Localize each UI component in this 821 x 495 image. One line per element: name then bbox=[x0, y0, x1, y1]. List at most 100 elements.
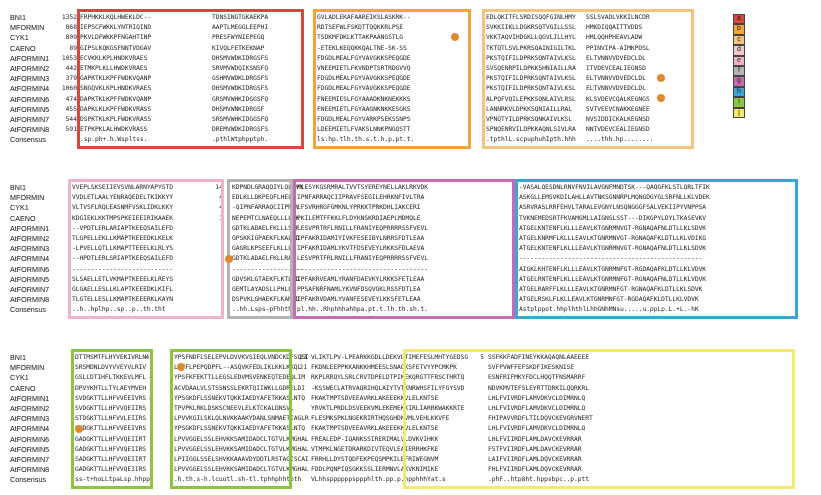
sequence-line: YPSFKFEKTTLLEGSLEDVMSVENKEQTEDEQLIM bbox=[174, 374, 305, 382]
marker-dot bbox=[177, 363, 185, 371]
sequence-line: FNEEMIESLFGYAAADKNKNEKKKS bbox=[317, 95, 411, 103]
sequence-name: CAENO bbox=[10, 213, 36, 223]
sequence-line: DREMVWDKIDRGSFS bbox=[212, 126, 269, 134]
sequence-line: IEPSCFWKKLYNTRIQIND bbox=[80, 24, 152, 32]
sequence-line: EDLQKITFLSRDISQQFGINLHMY bbox=[486, 14, 576, 21]
block2-seg2: KDPNDLGRAQQIYLQLMVN EDLKLLDKPEQFLHELA -QIP… bbox=[232, 183, 303, 316]
sequence-line: GADGKTTLLHFVVQEIIRS bbox=[75, 445, 147, 453]
gap-number: 8 bbox=[149, 394, 153, 402]
sequence-line: pl.hh..Rhphhhahhpa.pt.t.lh.th.sh.t. bbox=[297, 306, 428, 314]
sequence-line: .sp.ph+.h.Wspltss. bbox=[80, 136, 148, 144]
sequence-name: AtFORMIN1 bbox=[10, 393, 50, 403]
sequence-line: LHLFVIVRDFLAMVDKVCLDIMRNLQ bbox=[488, 394, 586, 402]
sequence-line: GSLLDTIHFLTKKEVLMFL bbox=[75, 374, 147, 382]
sequence-line: --VPDTLERLARIAPTKEEQSAILEFD bbox=[72, 224, 174, 232]
gap-number: 4 bbox=[219, 204, 223, 212]
block2-seg3: MLESYKGSRMRALTVVTSYEREYNELLAKLRKVDK IPNFA… bbox=[297, 183, 428, 316]
start-number: 544 bbox=[65, 116, 77, 124]
sequence-name: AtFORMIN1 bbox=[10, 223, 50, 233]
sequence-line: DAPKLKLKPFFWDKVRASS bbox=[80, 105, 152, 113]
block3-seg2: YPSFNDFLSELEPVLDVVKVSIEQLVNDCKDFSQSI LPVF… bbox=[174, 353, 309, 486]
sequence-line: DPVYKHTLLTYLAEYMVEH bbox=[75, 384, 147, 392]
block3-seg1: DTTMSMTFLHYVEKIVRLN SRSMDNLDVYVVEYVLRIV GS… bbox=[75, 353, 150, 486]
sequence-line: ATGELRSKLFLKLLEAVLKTGNRMNFGT-RGDAQAFKLDT… bbox=[519, 296, 699, 304]
sequence-line: MLESYKGSRMRALTVVTSYEREYNELLAKLRKVDK bbox=[297, 184, 428, 191]
marker-dot bbox=[657, 74, 665, 82]
legend-swatch-e: e bbox=[733, 55, 745, 66]
sequence-line: TLGPELLEKLLKMAPTKEEEDKLKELK bbox=[72, 235, 174, 243]
sequence-line: .phF..htp8ht.hppsbpc..p.ptt bbox=[488, 476, 590, 484]
sequence-name: CYK1 bbox=[10, 33, 29, 43]
sequence-line: ls.hp.tlh.th.s.t.h.p.pt.t. bbox=[317, 136, 415, 144]
sequence-line: ....thh.hp........ bbox=[586, 136, 654, 144]
sequence-line: LFSVRHRGFGMKNLYPRKKTPRKDHLIAKCERI bbox=[297, 204, 421, 212]
gap-number: 5 bbox=[480, 354, 484, 361]
start-number: 89 bbox=[69, 44, 77, 52]
sequence-line: SRSMDNLDVYVVEYVLRIV bbox=[75, 364, 147, 372]
block1-seg3: GVLADLEKAFAAREIKSLASKRK-- RDTSEFWLFSKDTTQ… bbox=[317, 13, 414, 146]
sequence-line: DSPVKLGHAEKFLKAMLD bbox=[232, 296, 300, 304]
sequence-name: AtFORMIN8 bbox=[10, 125, 50, 135]
sequence-line: NDVKMVTEFSLEYRTTDRKILQQRKRL bbox=[488, 384, 590, 392]
block3-seg3-numbers: 23 21 bbox=[297, 353, 307, 373]
gap-number: 4 bbox=[219, 194, 223, 202]
sequence-line: STDGKTTLLHFVVLEIIRS bbox=[75, 415, 147, 423]
sequence-line: VPNQTYILDPRKSQNKAIVLKSL bbox=[486, 116, 573, 124]
sequence-line: IPFAKRIDAMLYKVTFDSEVEYLRKKSFDLAEVA bbox=[297, 245, 425, 253]
sequence-line: FDDLPQNPIQSGKKSSLIERMNVLAKVKNIMIKE bbox=[311, 466, 439, 474]
sequence-name: MFORMIN bbox=[10, 23, 45, 33]
sequence-line: -KSSWECLATRVAQRIHQLAIYTVTKNRWHSFILYFGYSV… bbox=[311, 384, 465, 392]
sequence-names-block2: BNI1 MFORMIN CYK1 CAENO AtFORMIN1 AtFORMIN2 At… bbox=[10, 183, 49, 316]
sequence-line: LPIIGGLSSELSHVKKAAAVDYDDTLRSTAGISCAI bbox=[174, 456, 309, 464]
sequence-line: FHLFVIIRDFLAMLDQVCKEVRRAR bbox=[488, 466, 582, 474]
sequence-line: GRSMVWHKIDGGSFQ bbox=[212, 95, 269, 103]
gap-number: 2 bbox=[149, 364, 153, 372]
sequence-line: VNEEMIETLFKVNDPTSRTRDGVVQ bbox=[317, 65, 411, 73]
legend-swatch-c: c bbox=[733, 34, 745, 46]
block2-seg1-numbers: 14 4 4 1 bbox=[213, 183, 223, 224]
marker-dot bbox=[75, 425, 83, 433]
block3-seg4: SSFKKFADFINEYKKAQAQNLAAEEEE SVFPVWFFEFSKD… bbox=[488, 353, 593, 486]
sequence-line: LDEEMIETLFVAKSLNNKPNGQSTT bbox=[317, 126, 411, 134]
sequence-name: AtFORMIN4 bbox=[10, 84, 50, 94]
sequence-line: SVDGKTTLLHFVVQEIIRS bbox=[75, 405, 147, 413]
sequence-line: GAGRLKPSEEFLKLLLE bbox=[232, 245, 296, 253]
legend-swatch-f: f bbox=[733, 65, 745, 77]
gap-number: 1 bbox=[219, 214, 223, 222]
sequence-line: ATGELRARFFLKLLLEAVLKTGNRMNFGT-RGNAQAFKLD… bbox=[519, 286, 703, 294]
sequence-line: TDNSINGTGKAEKPA bbox=[212, 14, 269, 21]
sequence-line: ETMKPLKLLHWDKVRAES bbox=[80, 65, 148, 73]
sequence-line: VVEPLSKSEIIEVSVNLARNYAPYSTD bbox=[72, 184, 174, 191]
sequence-line: ATGELKNTENFLKLLLEAVLKTGNRMNVGT-RGNAQAFNL… bbox=[519, 245, 707, 253]
sequence-name: MFORMIN bbox=[10, 193, 45, 203]
sequence-line: IPFAKRVDAMLYVANFESEVEYLKKSFETLEAA bbox=[297, 296, 421, 304]
sequence-line: DSPKTKLKPLFWDKVRASS bbox=[80, 116, 152, 124]
sequence-line: DHSMVWDKIDRGSFS bbox=[212, 85, 269, 93]
start-number: 379 bbox=[65, 75, 77, 83]
gap-number: 23 bbox=[299, 354, 307, 361]
block3-seg3: VLIKTLPV-LPEARKKGDLLDEKVLTIMEFESLMHTYGED… bbox=[311, 353, 468, 486]
gap-number: 21 bbox=[299, 364, 307, 372]
sequence-line: ASRVRASLRRFEHVLTARALEVGNYLNSQNGGGFSALVEK… bbox=[519, 204, 707, 212]
sequence-line: VKKTAQVIHDGKLLQGVLILLHYL bbox=[486, 34, 576, 42]
block2-seg4: -VASALQESDNLRNVFNVILAVGNFMNDTSK---QAQGFK… bbox=[519, 183, 710, 316]
sequence-line: LPVVKGILSKLQLNVKKAAKYDANLSNMAETIAGLR bbox=[174, 415, 309, 423]
sequence-line: FNEEMIETLFGYAAGNKNKKESGKS bbox=[317, 105, 411, 113]
sequence-line: VTMPKLNGETDRARKDIVTEQVLEAIERRHKFKE bbox=[311, 445, 439, 453]
sequence-name: CYK1 bbox=[10, 373, 29, 383]
sequence-line: ELTVNNVVDVEDCLDL bbox=[586, 75, 646, 83]
sequence-line: ESNFRIFMKYFDCLHQQTFNSMARRF bbox=[488, 374, 586, 382]
sequence-line: TVKNEMEDSRTFKVAMGMLLAIGNSLSST---DIKGPYLD… bbox=[519, 214, 707, 222]
start-number: 591 bbox=[65, 126, 77, 134]
gap-number: 45 bbox=[145, 354, 153, 361]
sequence-name: AtFORMIN5 bbox=[10, 104, 50, 114]
sequence-line: FDGDLMEALFGYVAVGKKSPEQGDE bbox=[317, 54, 411, 62]
sequence-line: --HPDTLERLSRIAPTKEEQSAILEFD bbox=[72, 255, 174, 263]
sequence-line: FDGDLMEALFGYVAVGKKSPEQGDE bbox=[317, 85, 411, 93]
sequence-line: FDGDLMEALFGYVAVGKKSPEQGDE bbox=[317, 75, 411, 83]
sequence-line: GPSKKIGPAEKFLKALLD bbox=[232, 235, 300, 243]
sequence-name: Consensus bbox=[10, 135, 46, 145]
sequence-names-block1: BNI1 MFORMIN CYK1 CAENO AtFORMIN1 AtFORMIN2 At… bbox=[10, 13, 49, 146]
block2-seg1: VVEPLSKSEIIEVSVNLARNYAPYSTD VVDLETLAALYEN… bbox=[72, 183, 173, 316]
sequence-line: LHLFVIVRDFLAMVDKVCLDIMRNLQ bbox=[488, 425, 586, 433]
